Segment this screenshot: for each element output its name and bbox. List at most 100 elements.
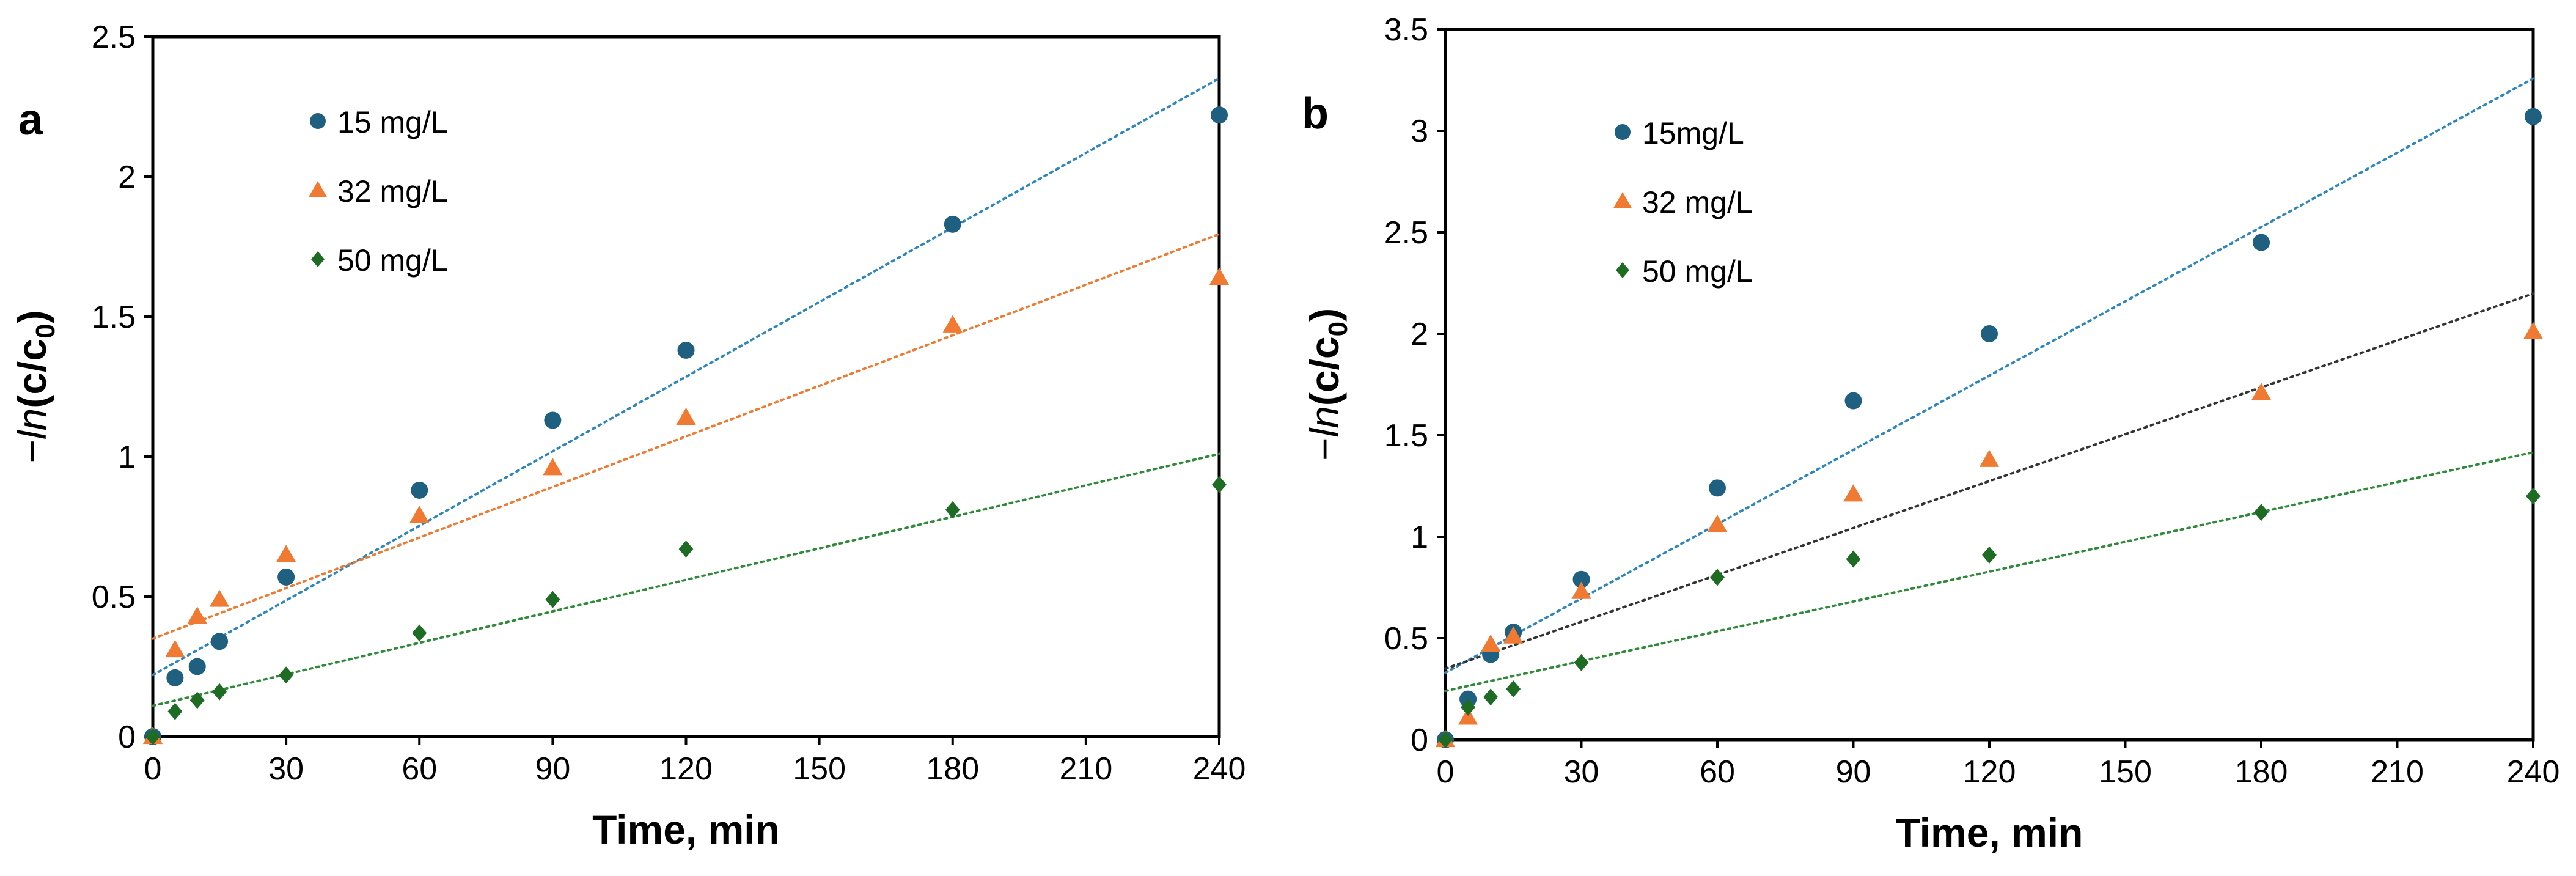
chart-panel-b: b 0 0.5 1 1.5 2 2.5 3 3.5 0 30 60 90 120 150 180 210 240 T… — [1302, 12, 2559, 855]
legend-label: 50 mg/L — [337, 243, 448, 278]
data-point — [409, 506, 430, 523]
legend-a: 15 mg/L 32 mg/L 50 mg/L — [309, 105, 448, 278]
series-a-1 — [144, 106, 1228, 745]
data-point — [1982, 546, 1997, 564]
data-point — [1846, 550, 1861, 568]
data-point — [209, 589, 230, 607]
x-tick-label-b: 30 — [1564, 754, 1599, 790]
series-b-2 — [1435, 322, 2544, 748]
plot-area-a — [151, 35, 1221, 738]
trendline-b-1 — [1444, 77, 2534, 674]
data-point — [1707, 514, 1728, 532]
legend-marker — [1615, 262, 1630, 278]
data-point — [2253, 234, 2270, 251]
trendline-b-2 — [1444, 292, 2534, 670]
y-axis-title-a: −ln(c/c0) — [9, 310, 61, 463]
data-point — [277, 568, 295, 586]
trendline-a-3 — [152, 452, 1220, 707]
data-point — [211, 633, 229, 650]
data-point — [2523, 322, 2544, 339]
series-b-1 — [1437, 108, 2542, 748]
trendline-a-1 — [152, 77, 1220, 677]
x-tick-label-b: 150 — [2099, 754, 2152, 790]
y-tick-label-b: 0.5 — [1384, 621, 1428, 657]
legend-label: 15mg/L — [1642, 116, 1744, 150]
data-point — [1481, 634, 1501, 652]
data-point — [1979, 449, 2000, 467]
data-point — [678, 540, 694, 558]
data-point — [1438, 731, 1453, 748]
y-tick-label-b: 2 — [1411, 317, 1428, 352]
data-point — [545, 591, 560, 608]
data-point — [2254, 504, 2269, 521]
x-tick-label-a: 150 — [793, 751, 846, 787]
x-tick-label-a: 240 — [1193, 751, 1246, 787]
y-axis-title-b: −ln(c/c0) — [1302, 308, 1353, 461]
x-tick-label-b: 120 — [1963, 754, 2016, 790]
panel-letter-b: b — [1302, 89, 1329, 138]
data-point — [543, 458, 563, 476]
y-tick-label-b: 3 — [1411, 114, 1428, 149]
data-point — [2526, 487, 2541, 505]
data-point — [279, 666, 294, 684]
data-point — [212, 683, 227, 701]
data-point — [945, 501, 960, 519]
data-point — [1710, 569, 1725, 586]
data-point — [1209, 267, 1230, 285]
legend-b: 15mg/L 32 mg/L 50 mg/L — [1613, 116, 1753, 289]
data-point — [1572, 570, 1590, 588]
y-tick-label-b: 1.5 — [1384, 418, 1428, 454]
panel-letter-a: a — [18, 95, 43, 144]
data-point — [1844, 392, 1862, 410]
data-point — [1506, 680, 1521, 697]
legend-label: 50 mg/L — [1642, 254, 1753, 289]
legend-label: 32 mg/L — [337, 174, 448, 208]
data-point — [187, 606, 207, 624]
y-tick-label-a: 2.5 — [92, 20, 136, 55]
series-a-2 — [142, 267, 1230, 745]
data-point — [944, 215, 961, 233]
y-tick-label-b: 1 — [1411, 520, 1428, 555]
y-tick-label-a: 1.5 — [92, 300, 136, 335]
x-tick-label-a: 90 — [535, 751, 570, 787]
legend-marker — [1613, 192, 1632, 208]
data-point — [1461, 698, 1475, 716]
data-point — [166, 669, 184, 686]
data-point — [1458, 707, 1478, 725]
data-point — [1843, 484, 1863, 502]
x-tick-label-a: 180 — [926, 751, 979, 787]
x-tick-label-b: 240 — [2507, 754, 2560, 790]
trendline-a-2 — [152, 232, 1220, 640]
x-tick-label-b: 60 — [1700, 754, 1735, 790]
x-tick-label-a: 210 — [1059, 751, 1112, 787]
data-point — [412, 624, 427, 642]
data-point — [167, 702, 183, 720]
legend-marker — [310, 113, 326, 129]
y-tick-label-a: 0.5 — [92, 580, 136, 615]
y-tick-label-b: 0 — [1411, 723, 1428, 758]
data-point — [1709, 479, 1726, 497]
legend-marker — [309, 181, 327, 197]
data-point — [544, 411, 562, 429]
y-tick-label-b: 3.5 — [1384, 12, 1428, 48]
series-a-3 — [145, 476, 1227, 745]
x-tick-label-b: 180 — [2235, 754, 2288, 790]
data-point — [411, 481, 428, 499]
x-tick-label-a: 120 — [659, 751, 713, 787]
x-axis-title-a: Time, min — [592, 807, 780, 852]
plot-area-b — [1444, 28, 2535, 742]
data-point — [276, 545, 296, 562]
data-point — [942, 315, 963, 333]
data-point — [1212, 476, 1227, 493]
data-point — [1483, 688, 1499, 706]
legend-marker — [310, 251, 325, 267]
data-point — [1981, 325, 1998, 342]
data-point — [145, 728, 160, 745]
data-point — [165, 639, 185, 658]
series-b-3 — [1438, 487, 2541, 748]
x-tick-label-a: 0 — [144, 751, 162, 787]
data-point — [1503, 626, 1524, 644]
legend-label: 15 mg/L — [337, 105, 448, 139]
data-point — [677, 341, 695, 359]
x-tick-label-a: 30 — [268, 751, 304, 787]
